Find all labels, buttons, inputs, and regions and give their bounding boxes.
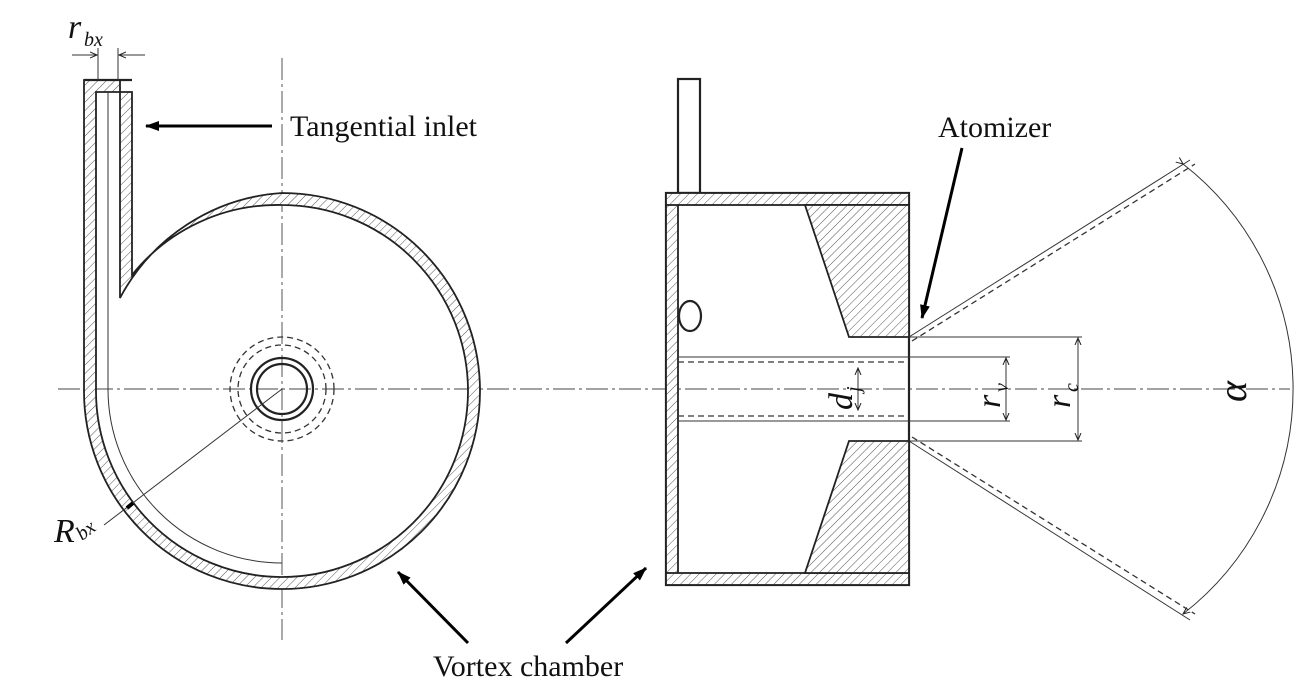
vortex-chamber-arrow-right (564, 566, 648, 645)
chamber-top-view (72, 48, 481, 590)
rv-subscript: v (991, 383, 1013, 392)
rbx-subscript: bx (84, 29, 103, 51)
nozzle-ring-outer (249, 356, 315, 422)
symbol-rv: r v (971, 383, 1013, 408)
rbx-symbol: r (68, 9, 82, 46)
atomizer-left-wall (665, 192, 679, 586)
nozzle-ring-inner (255, 362, 309, 416)
atomizer-bottom-wall (665, 572, 910, 586)
rc-subscript: c (1061, 383, 1083, 392)
symbol-Rbx: R bx (53, 513, 100, 550)
spray-edge-upper-1 (908, 159, 1191, 338)
dj-subscript: j (843, 386, 865, 395)
rbx-marker (125, 501, 135, 510)
tangential-inlet-label: Tangential inlet (290, 110, 478, 143)
nozzle-outer-dashed (229, 336, 335, 442)
inlet-flow-line (107, 92, 283, 564)
side-inlet-pipe (676, 77, 702, 195)
spray-edge-lower-1 (908, 440, 1191, 621)
spray-edge-upper-2 (911, 163, 1196, 342)
callout-arrows (145, 121, 964, 645)
atomizer-top-wall (665, 192, 910, 206)
symbol-rc: r c (1041, 383, 1083, 408)
alpha-arc (1183, 164, 1294, 614)
rv-symbol: r (971, 394, 1008, 408)
inlet-hole (677, 299, 703, 333)
rc-symbol: r (1041, 394, 1078, 408)
alpha-symbol: α (1210, 380, 1255, 402)
Rbx-subscript: bx (72, 516, 100, 545)
atomizer-label: Atomizer (938, 111, 1051, 144)
spray-edge-lower-2 (911, 436, 1196, 615)
nozzle-cone-bottom (803, 440, 910, 574)
nozzle-inner-dashed (237, 344, 327, 434)
vortex-chamber-arrow-left (396, 570, 470, 645)
atomizer-side-view (664, 77, 1294, 621)
vortex-chamber-label: Vortex chamber (433, 650, 623, 683)
dj-symbol: d (823, 392, 860, 410)
chamber-wall (83, 79, 481, 590)
Rbx-symbol: R (53, 513, 75, 550)
atomizer-arrow (920, 147, 964, 319)
rbx-radius-line (103, 388, 283, 526)
symbol-dj: d j (823, 386, 865, 410)
symbol-rbx: r bx (68, 9, 103, 51)
nozzle-cone-top (803, 204, 910, 338)
